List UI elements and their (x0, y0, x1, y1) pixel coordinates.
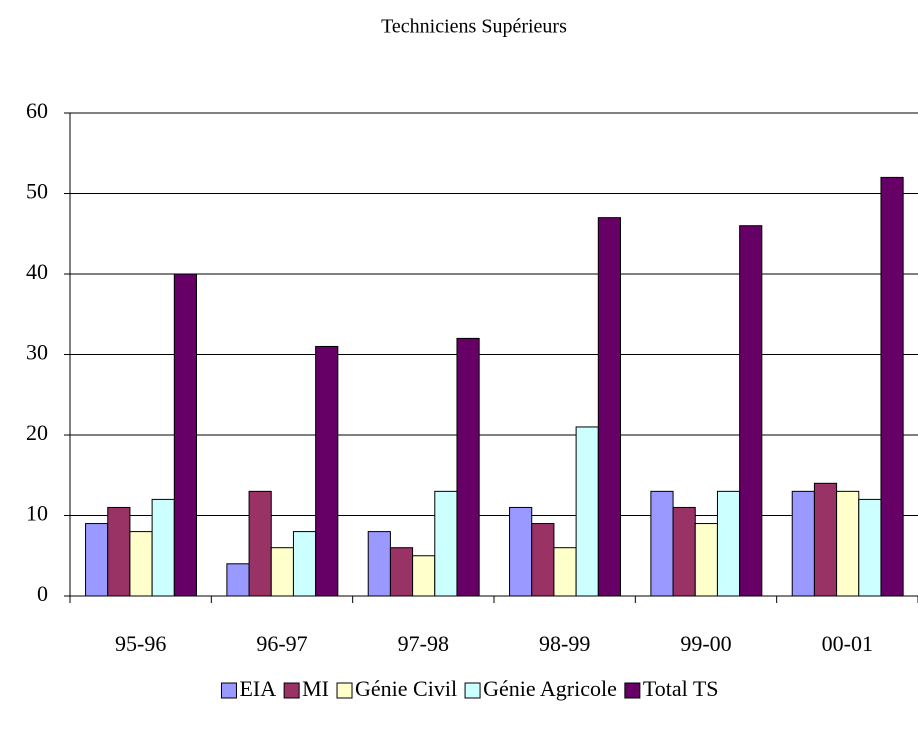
bar (672, 506, 696, 597)
bar (531, 523, 555, 597)
bar (129, 531, 153, 597)
bar (85, 523, 109, 597)
chart-title: Techniciens Supérieurs (381, 16, 567, 38)
bar (292, 531, 317, 597)
bar (389, 547, 414, 597)
x-tick-label: 96-97 (256, 631, 307, 656)
bar (226, 563, 250, 597)
y-tick-label: 0 (37, 581, 48, 606)
x-tick-label: 97-98 (398, 631, 449, 656)
bar (248, 490, 272, 597)
legend-swatch (624, 682, 641, 699)
bar (836, 490, 860, 597)
bar (509, 506, 533, 597)
x-tick-label: 00-01 (822, 631, 873, 656)
bar (739, 225, 763, 597)
y-tick-label: 60 (26, 98, 48, 123)
bar (173, 273, 197, 597)
legend-label: MI (302, 676, 329, 701)
legend-swatch (336, 682, 353, 699)
bar (107, 506, 131, 597)
bar (694, 523, 718, 597)
bar (315, 345, 339, 597)
y-tick-label: 40 (26, 259, 48, 284)
y-tick-label: 10 (26, 501, 48, 526)
x-tick-label: 99-00 (680, 631, 731, 656)
bar (575, 426, 599, 597)
legend-swatch (464, 682, 481, 699)
bar (367, 531, 391, 597)
legend: EIA MI Génie Civil Génie Agricole Total TS (220, 676, 719, 701)
bar (434, 490, 458, 597)
bar (716, 490, 741, 597)
bar (151, 498, 175, 597)
legend-label: EIA (239, 676, 276, 701)
bar (456, 337, 480, 597)
bar (597, 217, 621, 597)
legend-label: Génie Agricole (483, 676, 617, 701)
x-tick-label: 98-99 (539, 631, 590, 656)
bar (813, 482, 838, 597)
x-tick-label: 95-96 (115, 631, 166, 656)
bar (858, 498, 882, 597)
bar (553, 547, 577, 597)
bar (650, 490, 674, 597)
y-tick-label: 30 (26, 340, 48, 365)
bar (880, 176, 904, 597)
y-tick-label: 50 (26, 179, 48, 204)
legend-swatch (283, 682, 300, 699)
bar (412, 555, 436, 597)
y-tick-label: 20 (26, 420, 48, 445)
bar (791, 490, 815, 597)
legend-swatch (220, 682, 237, 699)
legend-label: Génie Civil (355, 676, 457, 701)
bar (270, 547, 294, 597)
legend-label: Total TS (643, 676, 719, 701)
